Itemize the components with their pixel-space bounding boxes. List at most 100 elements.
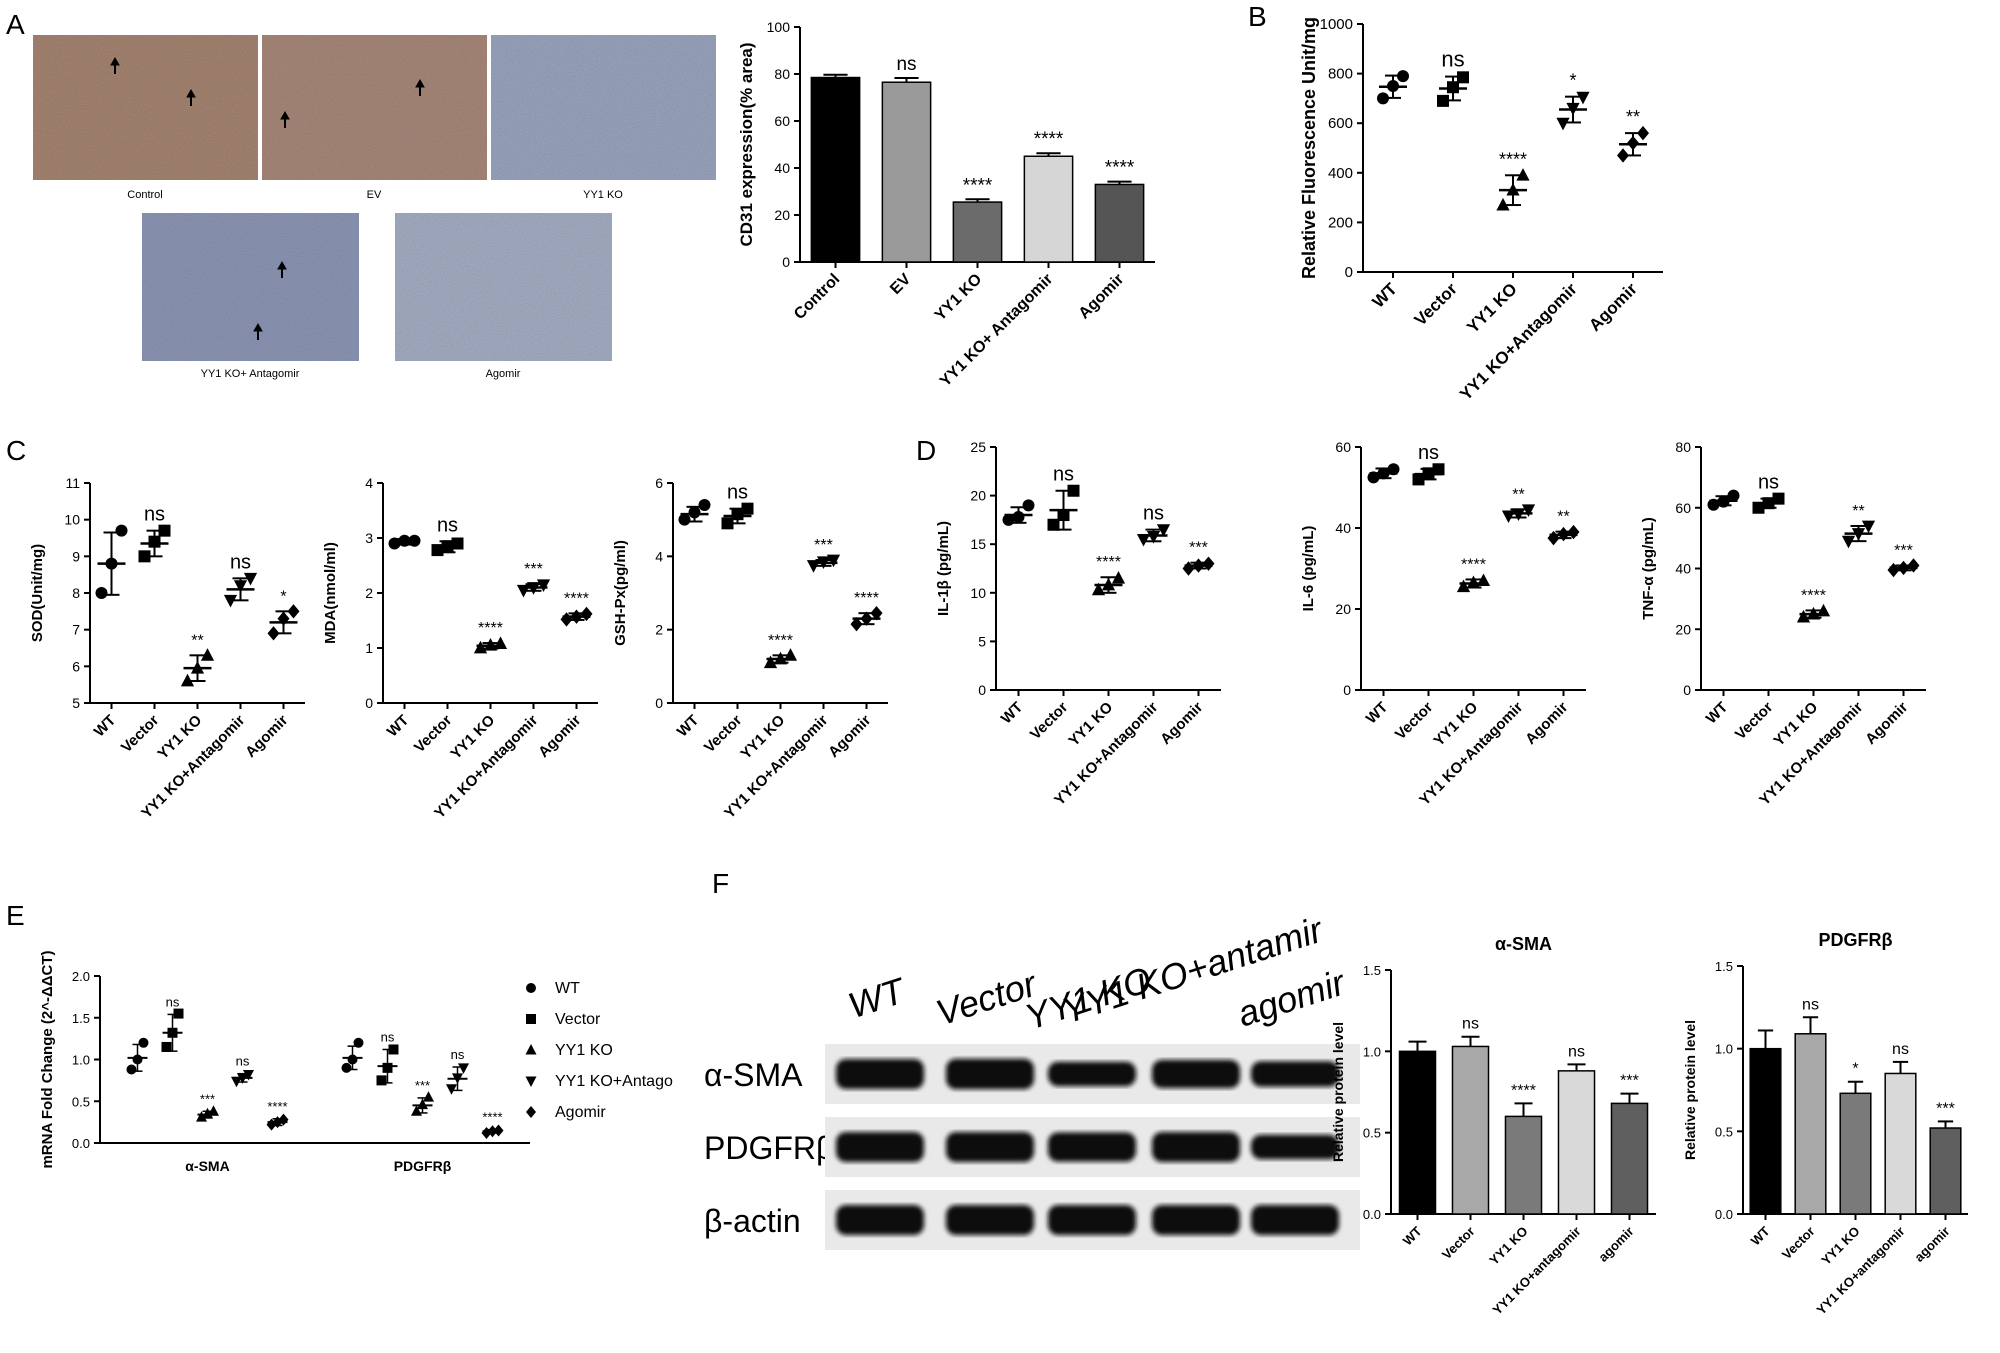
y-tick-label: 0 <box>978 682 986 698</box>
blot-band <box>836 1132 924 1162</box>
x-tick-label: Agomir <box>242 712 291 761</box>
x-tick-label: EV <box>887 271 914 298</box>
x-tick-label: Vector <box>1732 699 1777 744</box>
chart-cd31: 0 20 40 60 80 100 CD31 expression(% area) Contr… <box>737 19 1155 390</box>
micrograph-caption: Control <box>127 189 162 201</box>
significance-label: **** <box>267 1099 287 1114</box>
chart-pdgfrb: 0.0 0.5 1.0 1.5 Relative protein level PDGFRβ… <box>1682 930 1968 1318</box>
y-tick-label: 40 <box>1335 520 1351 536</box>
x-tick-label: WT <box>1748 1223 1773 1248</box>
y-tick-label: 20 <box>970 488 986 504</box>
significance-label: ** <box>191 632 203 649</box>
data-point <box>526 1106 536 1118</box>
arrow-icon <box>280 110 290 128</box>
panel-label-e: E <box>6 900 25 931</box>
data-point <box>721 517 734 530</box>
data-point <box>278 1113 289 1126</box>
data-point <box>441 540 454 553</box>
y-tick-label: 2.0 <box>72 969 90 984</box>
data-point <box>1447 81 1459 94</box>
data-point <box>200 648 215 661</box>
data-point <box>341 1062 352 1073</box>
y-tick-label: 0 <box>1345 264 1353 281</box>
y-tick-label: 40 <box>774 160 790 176</box>
y-axis-label: CD31 expression(% area) <box>737 42 756 246</box>
y-tick-label: 0.0 <box>1715 1207 1733 1222</box>
legend-label: Vector <box>555 1011 601 1028</box>
blot-band <box>836 1205 924 1235</box>
y-tick-label: 9 <box>72 548 80 564</box>
data-point <box>1506 182 1520 196</box>
y-tick-label: 10 <box>64 512 80 528</box>
legend-label: Agomir <box>555 1104 606 1121</box>
data-point <box>783 648 798 661</box>
y-tick-label: 3 <box>365 530 373 546</box>
data-point <box>1432 463 1445 476</box>
data-point <box>353 1037 364 1048</box>
panel-label-b: B <box>1248 1 1267 32</box>
significance-label: ** <box>1557 509 1569 526</box>
data-point <box>446 1084 457 1095</box>
data-point <box>388 1044 399 1055</box>
x-tick-label: WT <box>674 712 703 741</box>
row-label: PDGFRβ <box>704 1130 834 1166</box>
data-point <box>1091 582 1106 596</box>
data-point <box>1422 467 1435 480</box>
data-point <box>1707 498 1720 511</box>
data-point <box>516 584 531 598</box>
x-tick-label: YY1 KO+antagomir <box>1813 1224 1907 1318</box>
micrograph-ev: EV <box>262 35 487 201</box>
x-tick-label: Vector <box>1027 699 1072 744</box>
data-point <box>1511 508 1526 522</box>
y-axis-label: TNF-α (pg/mL) <box>1640 517 1657 620</box>
data-point <box>1022 499 1035 512</box>
micrograph-arrows <box>110 56 425 340</box>
data-point <box>1637 125 1649 141</box>
y-tick-label: 800 <box>1328 66 1353 83</box>
significance-label: *** <box>1189 540 1208 557</box>
chart-title: α-SMA <box>1495 934 1552 954</box>
y-tick-label: 1.0 <box>72 1053 90 1068</box>
x-tick-label: Vector <box>1779 1224 1818 1263</box>
y-tick-label: 0.5 <box>1715 1124 1733 1139</box>
data-point <box>698 499 711 511</box>
y-tick-label: 7 <box>72 622 80 638</box>
data-point <box>493 1124 504 1137</box>
y-tick-label: 1.5 <box>72 1011 90 1026</box>
x-tick-label: YY1 KO <box>1463 279 1521 337</box>
y-axis-label: MDA(nmol/ml) <box>322 542 339 644</box>
data-point <box>493 636 508 649</box>
y-axis-label: IL-6 (pg/mL) <box>1300 526 1317 612</box>
micrograph-caption: YY1 KO+ Antagomir <box>201 368 300 380</box>
blot-band <box>836 1059 924 1089</box>
legend-label: WT <box>555 980 580 997</box>
y-axis-label: Relative protein level <box>1682 1020 1698 1160</box>
data-point <box>411 1105 422 1116</box>
significance-label: ns <box>1802 996 1819 1013</box>
bar <box>1839 1092 1872 1215</box>
significance-label: **** <box>478 620 503 637</box>
data-point <box>483 638 498 651</box>
y-tick-label: 1 <box>365 640 373 656</box>
chart-mrna: 0.0 0.5 1.0 1.5 2.0 mRNA Fold Change (2^-ΔΔCT… <box>39 950 530 1174</box>
significance-label: **** <box>564 590 589 607</box>
chart-title: PDGFRβ <box>1819 930 1893 950</box>
x-tick-label: WT <box>1363 699 1392 728</box>
data-point <box>138 550 151 563</box>
y-tick-label: 1.5 <box>1363 963 1381 978</box>
data-point <box>1047 518 1060 531</box>
data-point <box>347 1054 358 1065</box>
data-point <box>1057 509 1070 522</box>
x-tick-label: YY1 KO+Antagomir <box>1456 279 1581 404</box>
x-tick-label: agomir <box>1911 1224 1952 1265</box>
data-point <box>1851 528 1866 541</box>
data-point <box>1457 71 1469 84</box>
y-tick-label: 1.0 <box>1363 1044 1381 1059</box>
y-tick-label: 11 <box>65 475 80 491</box>
data-point <box>1907 558 1920 573</box>
data-point <box>560 612 573 627</box>
data-point <box>525 1044 537 1055</box>
arrow-icon <box>186 88 196 106</box>
